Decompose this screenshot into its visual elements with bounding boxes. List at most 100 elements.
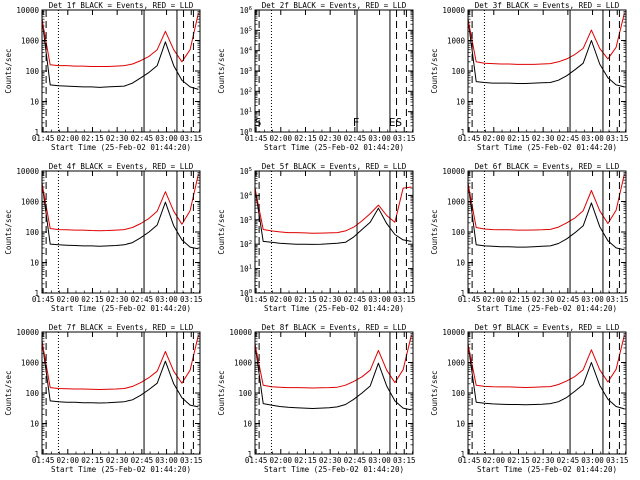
x-tick-label: 03:00 (581, 295, 604, 304)
y-tick-label: 100 (451, 228, 465, 237)
x-tick-label: 03:15 (606, 134, 629, 143)
y-tick-label: 1000 (447, 198, 466, 207)
panel-title: Det 2f BLACK = Events, RED = LLD (262, 1, 407, 10)
panel-title: Det 6f BLACK = Events, RED = LLD (475, 162, 620, 171)
y-axis-label: Counts/sec (217, 370, 226, 415)
x-tick-label: 02:30 (532, 134, 555, 143)
x-tick-label: 02:00 (57, 134, 80, 143)
x-tick-label: 01:45 (458, 295, 481, 304)
y-tick-label: 1000 (21, 359, 40, 368)
x-tick-label: 03:00 (155, 456, 178, 465)
events-series-line (254, 188, 412, 245)
panel-det-5f: Det 5f BLACK = Events, RED = LLD 100 101 10… (217, 162, 416, 313)
panel-det-6f: Det 6f BLACK = Events, RED = LLD 1 10 100 10… (430, 162, 629, 313)
y-tick-label: 1000 (234, 359, 253, 368)
event-marker-label: ES (389, 116, 402, 129)
x-tick-label: 03:15 (606, 456, 629, 465)
y-tick-label: 10000 (16, 328, 39, 337)
x-tick-label: 02:15 (81, 295, 104, 304)
x-axis-label: Start Time (25-Feb-02 01:44:20) (51, 304, 191, 313)
y-tick-label: 101 (240, 265, 252, 274)
plot-frame (254, 170, 414, 294)
panel-det-1f: Det 1f BLACK = Events, RED = LLD 1 10 100 10… (4, 1, 203, 152)
x-tick-label: 03:00 (368, 295, 391, 304)
y-tick-label: 103 (240, 216, 252, 225)
y-axis-label: Counts/sec (430, 48, 439, 93)
y-tick-label: 10000 (442, 328, 465, 337)
y-axis-label: Counts/sec (4, 209, 13, 254)
y-tick-label: 1 (460, 128, 465, 137)
y-tick-label: 10 (456, 98, 466, 107)
x-tick-label: 03:15 (180, 134, 203, 143)
x-tick-label: 03:15 (393, 295, 416, 304)
x-tick-label: 03:15 (180, 456, 203, 465)
x-tick-label: 01:45 (458, 134, 481, 143)
x-tick-label: 02:15 (507, 134, 530, 143)
plot-frame (467, 9, 627, 133)
y-tick-label: 1 (34, 289, 39, 298)
y-tick-label: 10000 (16, 167, 39, 176)
x-tick-label: 02:15 (507, 456, 530, 465)
x-tick-label: 03:15 (606, 295, 629, 304)
x-tick-label: 02:15 (294, 456, 317, 465)
y-tick-label: 1000 (447, 359, 466, 368)
x-tick-label: 02:00 (57, 295, 80, 304)
y-tick-label: 100 (240, 128, 252, 137)
x-tick-label: 03:00 (155, 295, 178, 304)
x-tick-label: 02:45 (344, 134, 367, 143)
x-tick-label: 02:15 (294, 134, 317, 143)
panel-title: Det 5f BLACK = Events, RED = LLD (262, 162, 407, 171)
y-tick-label: 1 (460, 450, 465, 459)
x-tick-label: 02:45 (131, 134, 154, 143)
y-tick-label: 100 (25, 228, 39, 237)
y-tick-label: 105 (240, 26, 252, 35)
y-tick-label: 101 (240, 108, 252, 117)
x-tick-label: 02:15 (81, 134, 104, 143)
events-series-line (41, 341, 199, 408)
plot-frame (41, 331, 201, 455)
panel-title: Det 1f BLACK = Events, RED = LLD (49, 1, 194, 10)
x-tick-label: 01:45 (245, 456, 268, 465)
y-tick-label: 1 (460, 289, 465, 298)
x-tick-label: 02:30 (106, 134, 129, 143)
x-tick-label: 02:00 (483, 134, 506, 143)
events-series-line (467, 19, 625, 88)
lld-series-line (254, 186, 412, 234)
x-axis-label: Start Time (25-Feb-02 01:44:20) (264, 143, 404, 152)
x-tick-label: 02:45 (557, 134, 580, 143)
x-tick-label: 02:00 (270, 134, 293, 143)
panel-title: Det 4f BLACK = Events, RED = LLD (49, 162, 194, 171)
y-tick-label: 100 (451, 67, 465, 76)
events-series-line (41, 183, 199, 250)
x-axis-label: Start Time (25-Feb-02 01:44:20) (264, 465, 404, 474)
y-tick-label: 1000 (21, 37, 40, 46)
y-tick-label: 10000 (16, 6, 39, 15)
x-tick-label: 03:00 (581, 134, 604, 143)
x-tick-label: 01:45 (32, 295, 55, 304)
y-tick-label: 1 (34, 450, 39, 459)
events-series-line (254, 344, 412, 411)
x-tick-label: 01:45 (245, 295, 268, 304)
x-axis-label: Start Time (25-Feb-02 01:44:20) (51, 465, 191, 474)
lld-series-line (467, 12, 625, 65)
x-tick-label: 01:45 (32, 456, 55, 465)
x-tick-label: 03:00 (368, 456, 391, 465)
x-tick-label: 02:00 (483, 295, 506, 304)
panel-title: Det 8f BLACK = Events, RED = LLD (262, 323, 407, 332)
y-tick-label: 100 (25, 67, 39, 76)
x-tick-label: 02:30 (106, 295, 129, 304)
x-axis-label: Start Time (25-Feb-02 01:44:20) (51, 143, 191, 152)
y-tick-label: 1 (34, 128, 39, 137)
panel-title: Det 7f BLACK = Events, RED = LLD (49, 323, 194, 332)
x-tick-label: 02:30 (319, 295, 342, 304)
y-tick-label: 104 (240, 191, 253, 200)
panel-title: Det 3f BLACK = Events, RED = LLD (475, 1, 620, 10)
plot-frame (467, 331, 627, 455)
events-series-line (467, 344, 625, 410)
lld-series-line (41, 334, 199, 390)
y-tick-label: 10000 (442, 167, 465, 176)
x-tick-label: 02:15 (507, 295, 530, 304)
y-axis-label: Counts/sec (430, 370, 439, 415)
x-tick-label: 02:00 (270, 456, 293, 465)
y-tick-label: 10 (30, 259, 40, 268)
